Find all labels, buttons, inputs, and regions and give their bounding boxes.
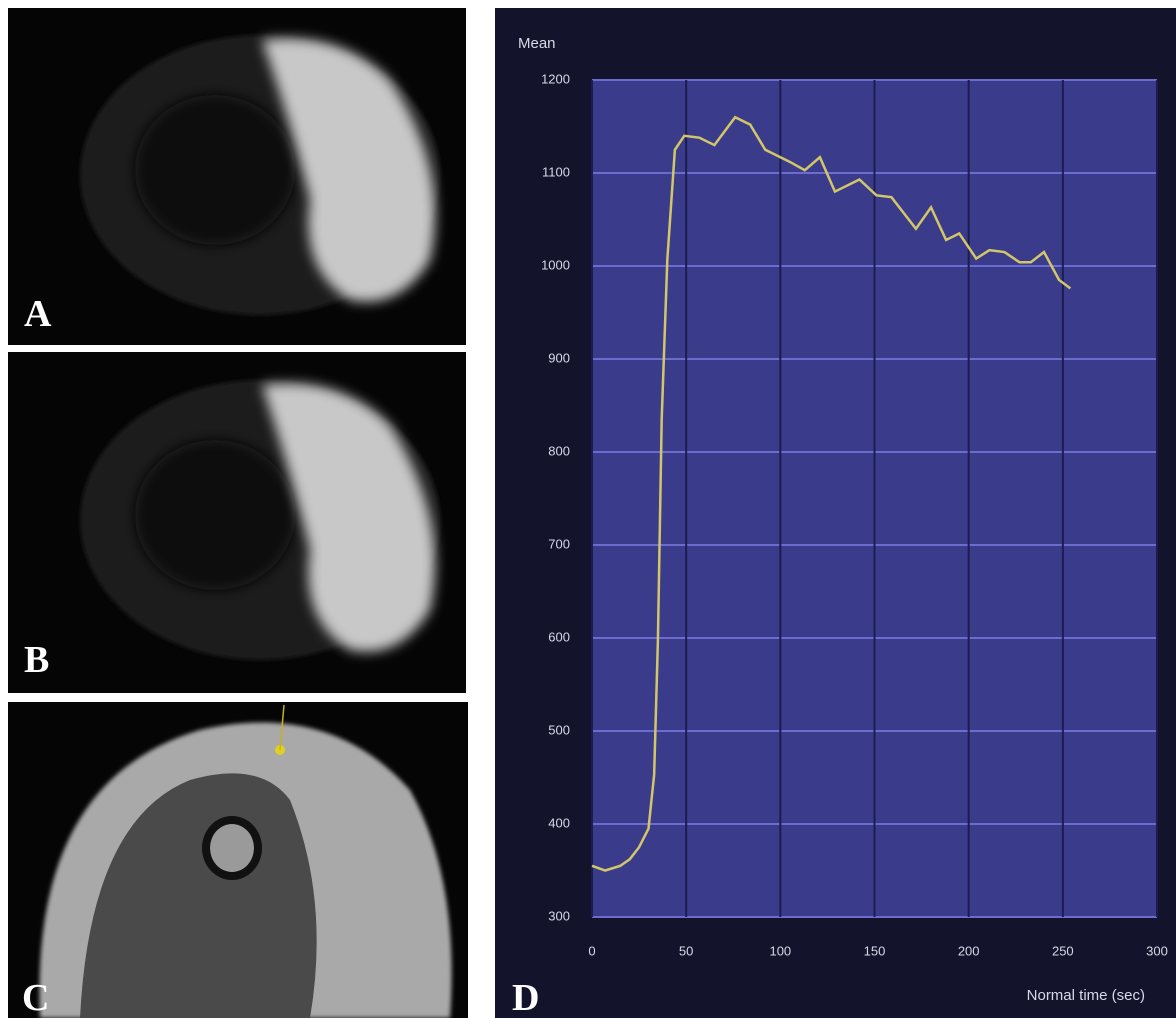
y-tick-label: 400 (548, 815, 570, 830)
y-tick-label: 500 (548, 722, 570, 737)
x-tick-label: 300 (1146, 943, 1168, 958)
y-tick-label: 300 (548, 908, 570, 923)
panel-label: B (24, 639, 49, 681)
y-axis-label: Mean (518, 35, 556, 52)
x-tick-label: 200 (958, 943, 980, 958)
x-axis-label: Normal time (sec) (1027, 987, 1145, 1004)
y-tick-label: 1200 (541, 71, 570, 86)
x-tick-label: 50 (679, 943, 693, 958)
data-line (591, 115, 1072, 872)
panel-label: C (22, 977, 49, 1018)
y-tick-label: 900 (548, 350, 570, 365)
y-tick-label: 1100 (542, 164, 570, 179)
x-tick-label: 100 (769, 943, 791, 958)
y-tick-label: 600 (548, 629, 570, 644)
panel-c: C (8, 702, 468, 1018)
y-tick-label: 1000 (541, 257, 570, 272)
y-tick-label: 800 (548, 443, 570, 458)
y-tick-label: 700 (548, 536, 570, 551)
panel-label: D (512, 977, 539, 1018)
panel-d: Mean Normal time (sec) D 300400500600700… (495, 8, 1176, 1018)
panel-label: A (24, 293, 52, 335)
x-tick-label: 150 (864, 943, 886, 958)
panel-b: B (8, 352, 466, 693)
x-tick-label: 0 (588, 943, 595, 958)
panel-a: A (8, 8, 466, 345)
x-tick-label: 250 (1052, 943, 1074, 958)
